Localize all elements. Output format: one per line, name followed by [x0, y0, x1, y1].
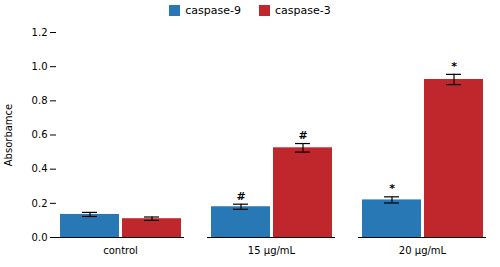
- svg-text:0.2: 0.2: [32, 198, 48, 209]
- svg-text:0.0: 0.0: [32, 232, 48, 243]
- svg-text:20 μg/mL: 20 μg/mL: [399, 245, 447, 256]
- svg-text:*: *: [389, 182, 395, 195]
- svg-text:*: *: [451, 60, 457, 73]
- svg-text:0.6: 0.6: [32, 129, 48, 140]
- svg-text:control: control: [103, 245, 138, 256]
- svg-text:1.0: 1.0: [32, 61, 48, 72]
- svg-text:0.8: 0.8: [32, 95, 48, 106]
- svg-text:15 μg/mL: 15 μg/mL: [248, 245, 296, 256]
- svg-text:Absorbamce: Absorbamce: [3, 104, 14, 167]
- html-text:caspase-9: caspase-9: [185, 3, 241, 17]
- html-text:caspase-3: caspase-3: [275, 3, 331, 17]
- svg-text:0.4: 0.4: [32, 163, 48, 174]
- svg-text:1.2: 1.2: [32, 27, 48, 38]
- svg-text:#: #: [298, 129, 307, 142]
- svg-text:#: #: [236, 190, 245, 203]
